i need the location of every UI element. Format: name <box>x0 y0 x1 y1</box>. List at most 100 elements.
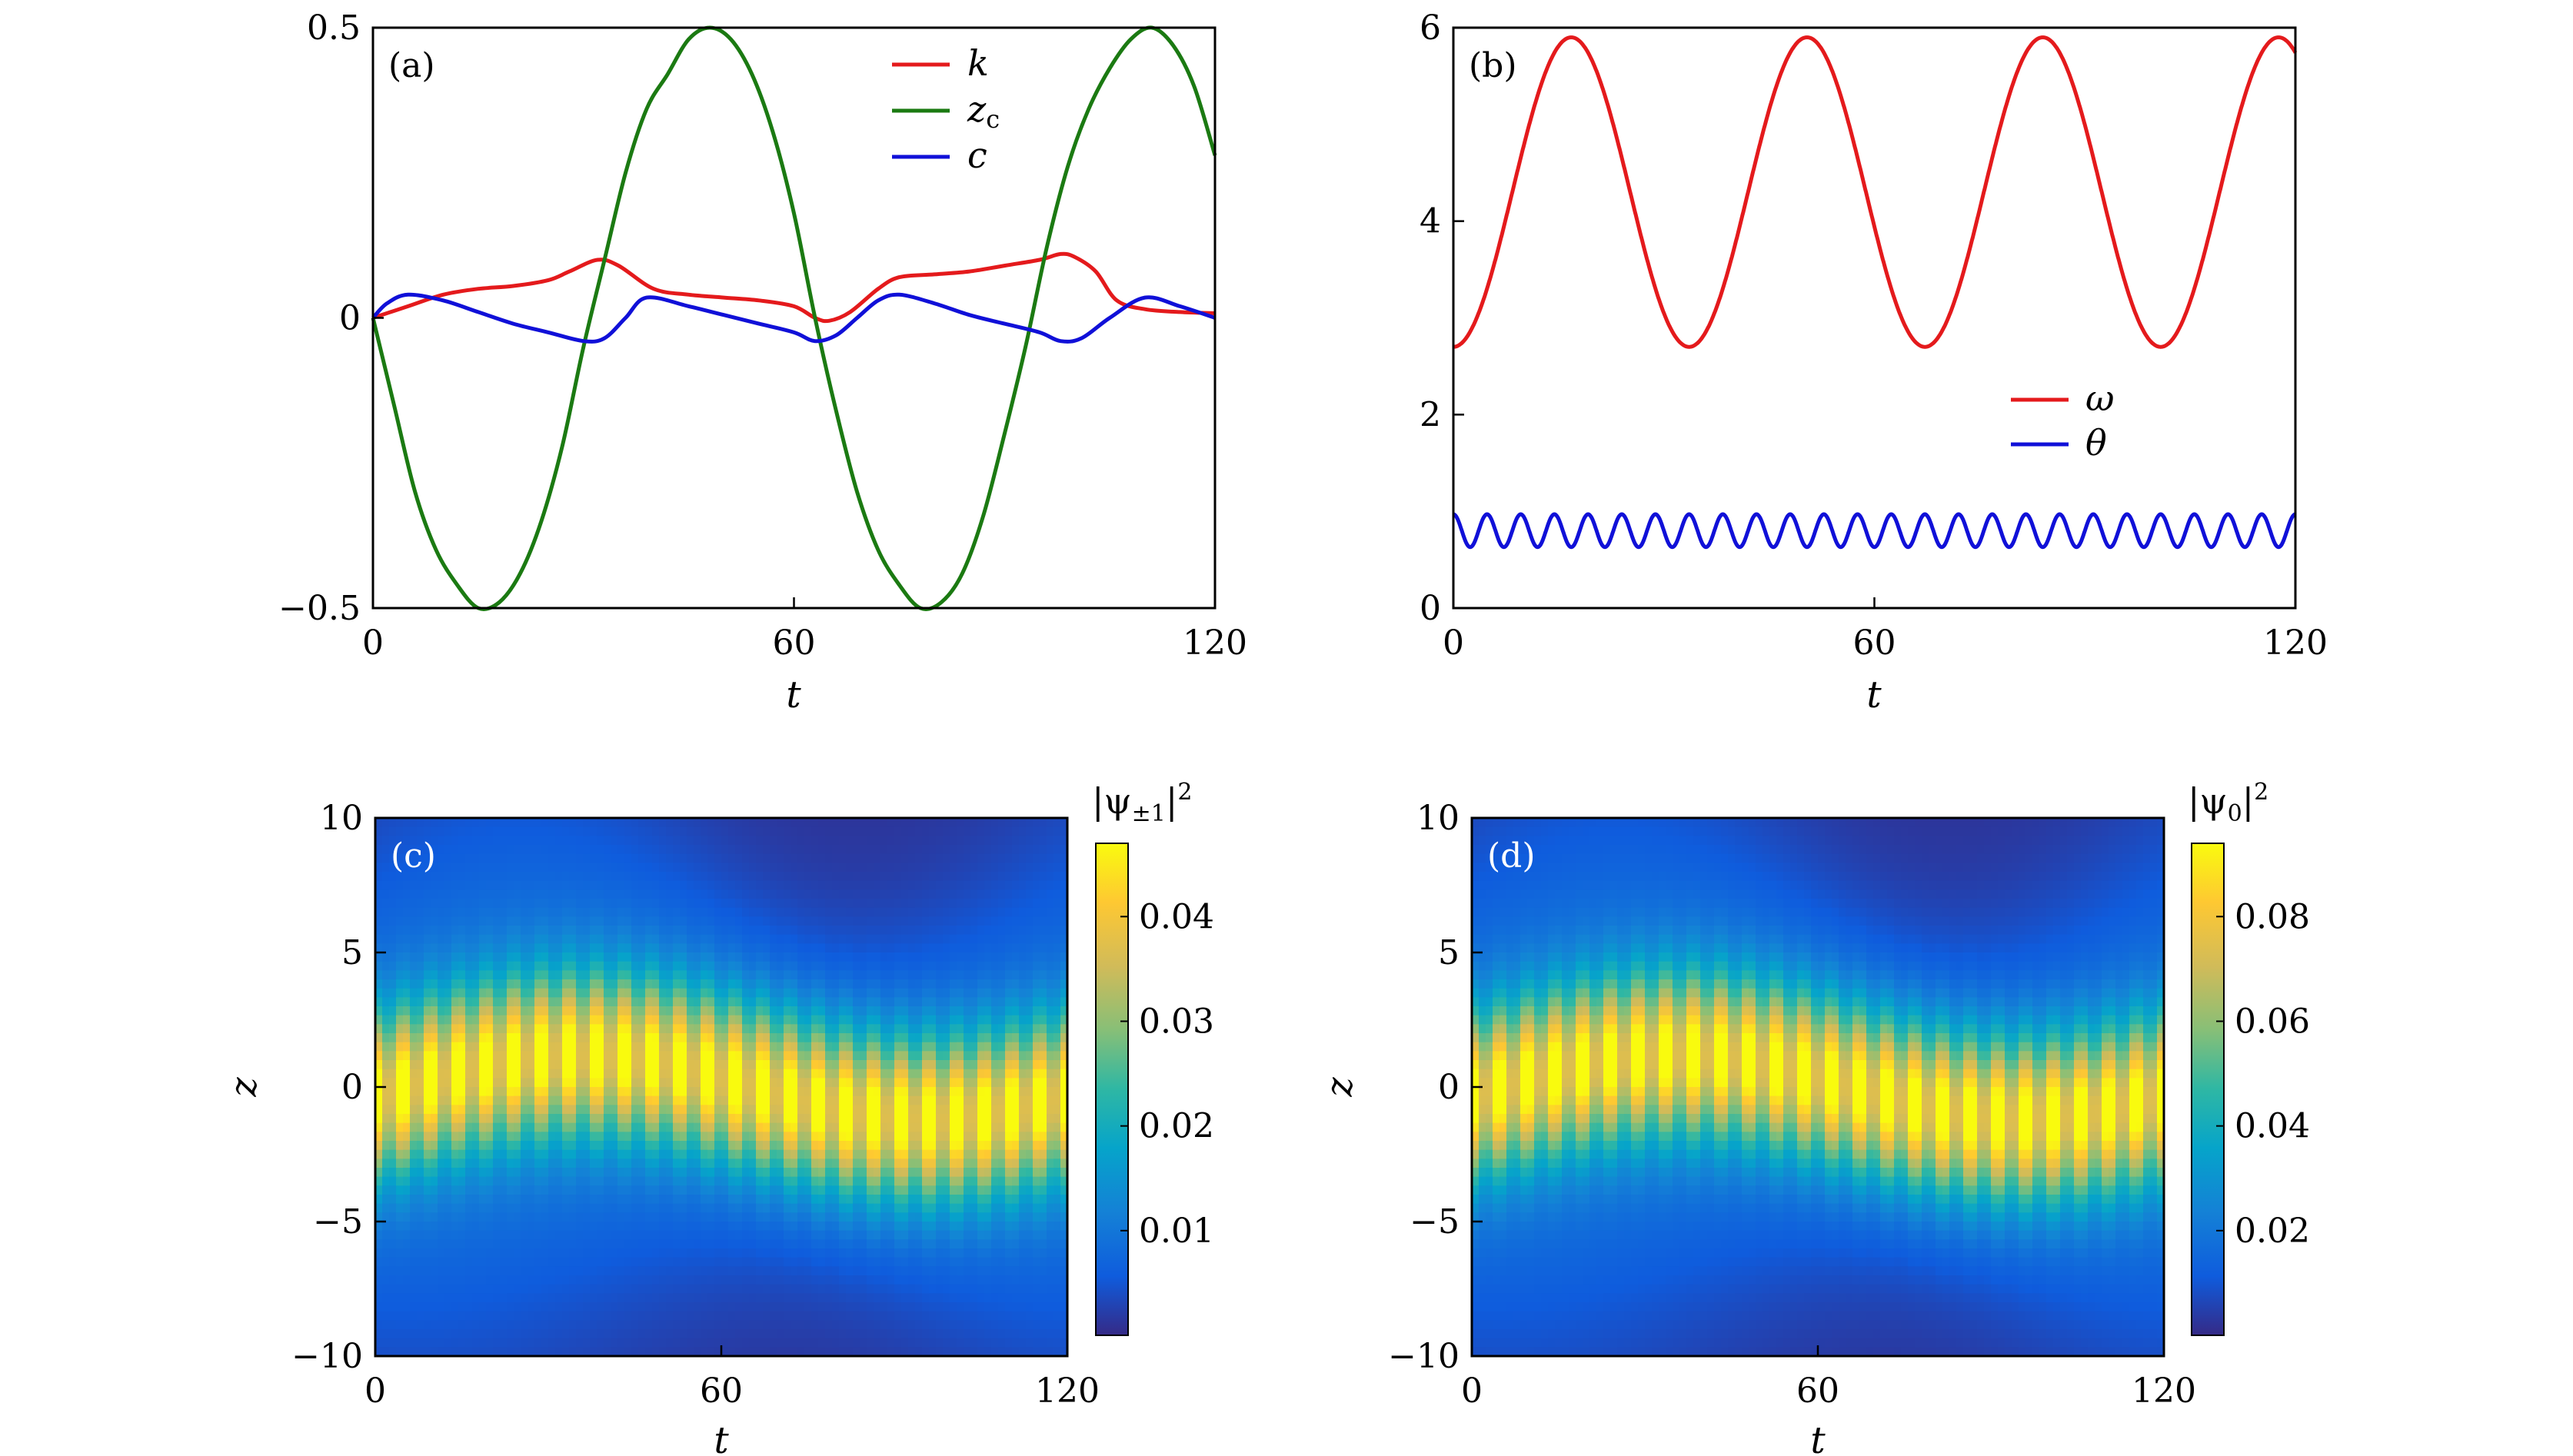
heatmap-cell <box>687 907 694 917</box>
heatmap-cell <box>375 1006 383 1016</box>
heatmap-cell <box>880 1329 888 1339</box>
heatmap-cell <box>451 1168 459 1178</box>
heatmap-cell <box>396 970 404 980</box>
heatmap-cell <box>707 1015 715 1025</box>
heatmap-cell <box>396 1185 404 1195</box>
heatmap-cell <box>874 1195 881 1205</box>
heatmap-cell <box>541 1060 549 1070</box>
heatmap-cell <box>444 1158 452 1168</box>
heatmap-cell <box>534 1275 542 1285</box>
heatmap-cell <box>894 979 902 989</box>
heatmap-cell <box>673 1329 681 1339</box>
heatmap-cell <box>444 934 452 944</box>
heatmap-cell <box>479 818 487 828</box>
heatmap-cell <box>424 1203 431 1213</box>
heatmap-cell <box>853 1105 860 1115</box>
heatmap-cell <box>901 970 909 980</box>
heatmap-cell <box>555 826 563 836</box>
heatmap-cell <box>804 1078 812 1088</box>
heatmap-cell <box>680 1006 687 1016</box>
heatmap-cell <box>514 1338 521 1348</box>
heatmap-cell <box>673 916 681 926</box>
heatmap-cell <box>555 988 563 998</box>
heatmap-cell <box>431 1149 438 1159</box>
heatmap-cell <box>569 1329 577 1339</box>
heatmap-cell <box>721 907 729 917</box>
heatmap-cell <box>901 845 909 855</box>
heatmap-cell <box>694 1132 701 1142</box>
heatmap-cell <box>818 1033 826 1043</box>
heatmap-cell <box>590 1185 597 1195</box>
heatmap-cell <box>431 1257 438 1267</box>
heatmap-cell <box>756 1266 764 1276</box>
heatmap-cell <box>887 1033 895 1043</box>
heatmap-cell <box>444 1338 452 1348</box>
heatmap-cell <box>541 1158 549 1168</box>
heatmap-cell <box>728 1329 736 1339</box>
heatmap-cell <box>514 889 521 899</box>
heatmap-cell <box>431 979 438 989</box>
heatmap-cell <box>479 1060 487 1070</box>
heatmap-cell <box>451 943 459 953</box>
heatmap-cell <box>874 1095 881 1105</box>
heatmap-cell <box>493 1158 501 1168</box>
heatmap-cell <box>922 934 930 944</box>
heatmap-cell <box>611 1060 618 1070</box>
heatmap-cell <box>500 1329 508 1339</box>
heatmap-cell <box>784 1275 791 1285</box>
heatmap-cell <box>811 1024 819 1034</box>
heatmap-cell <box>701 889 708 899</box>
heatmap-cell <box>638 1149 646 1159</box>
heatmap-cell <box>707 1203 715 1213</box>
heatmap-cell <box>604 1060 611 1070</box>
heatmap-cell <box>804 1248 812 1258</box>
heatmap-cell <box>458 853 466 863</box>
heatmap-cell <box>707 1329 715 1339</box>
heatmap-cell <box>784 1132 791 1142</box>
heatmap-cell <box>825 826 833 836</box>
heatmap-cell <box>444 1015 452 1025</box>
heatmap-cell <box>389 863 397 873</box>
heatmap-cell <box>791 1168 798 1178</box>
heatmap-cell <box>472 943 480 953</box>
heatmap-cell <box>410 970 418 980</box>
heatmap-cell <box>929 1311 937 1321</box>
heatmap-cell <box>784 1320 791 1330</box>
heatmap-cell <box>846 1006 854 1016</box>
heatmap-cell <box>597 1239 604 1249</box>
heatmap-cell <box>860 1212 867 1222</box>
heatmap-cell <box>936 926 944 936</box>
heatmap-cell <box>922 1266 930 1276</box>
heatmap-cell <box>631 926 639 936</box>
heatmap-cell <box>617 970 625 980</box>
heatmap-cell <box>548 1176 556 1186</box>
heatmap-cell <box>617 1141 625 1151</box>
heatmap-cell <box>860 836 867 846</box>
heatmap-cell <box>389 1293 397 1303</box>
heatmap-cell <box>867 1158 874 1168</box>
heatmap-cell <box>680 1338 687 1348</box>
heatmap-cell <box>410 1132 418 1142</box>
heatmap-cell <box>375 1095 383 1105</box>
heatmap-cell <box>908 1024 916 1034</box>
heatmap-cell <box>707 1105 715 1115</box>
heatmap-cell <box>590 1078 597 1088</box>
heatmap-cell <box>479 836 487 846</box>
heatmap-cell <box>438 1095 445 1105</box>
heatmap-cell <box>756 1042 764 1052</box>
heatmap-cell <box>707 1042 715 1052</box>
heatmap-cell <box>541 1122 549 1132</box>
heatmap-cell <box>673 899 681 909</box>
heatmap-cell <box>867 1230 874 1240</box>
heatmap-cell <box>652 1042 660 1052</box>
heatmap-cell <box>894 899 902 909</box>
heatmap-cell <box>493 961 501 971</box>
heatmap-cell <box>548 1266 556 1276</box>
heatmap-cell <box>818 961 826 971</box>
heatmap-cell <box>721 1168 729 1178</box>
heatmap-cell <box>410 916 418 926</box>
heatmap-cell <box>763 1203 771 1213</box>
heatmap-cell <box>666 907 674 917</box>
heatmap-cell <box>472 1338 480 1348</box>
heatmap-cell <box>694 1095 701 1105</box>
